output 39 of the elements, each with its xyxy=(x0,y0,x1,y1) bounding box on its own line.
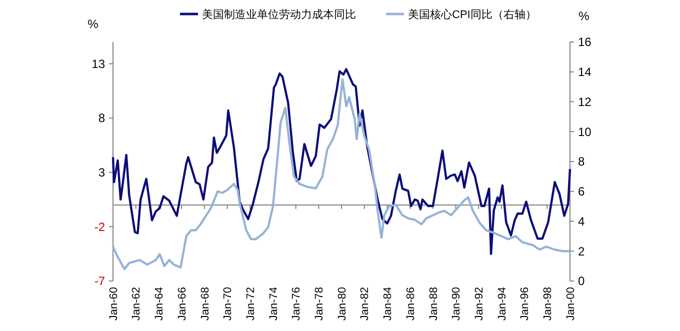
x-tick-label: Jan-60 xyxy=(108,287,120,321)
y2-tick-label: 4 xyxy=(578,214,585,228)
x-tick-label: Jan-66 xyxy=(176,287,188,321)
x-tick-label: Jan-92 xyxy=(473,287,486,321)
x-tick-label: Jan-96 xyxy=(519,287,532,321)
y2-tick-label: 14 xyxy=(578,65,592,80)
x-tick-label: Jan-76 xyxy=(290,287,303,321)
x-tick-label: Jan-74 xyxy=(268,287,280,321)
y2-tick-label: 8 xyxy=(578,154,585,169)
y-tick-label: 3 xyxy=(98,166,106,180)
y-tick-label: -2 xyxy=(94,220,106,234)
y2-tick-label: 6 xyxy=(578,184,585,199)
y2-axis-title: % xyxy=(578,9,590,23)
y-tick-label: -7 xyxy=(94,274,106,288)
x-tick-label: Jan-78 xyxy=(314,287,326,321)
x-tick-label: Jan-62 xyxy=(130,287,143,321)
y-tick-label: 13 xyxy=(92,56,106,71)
x-tick-label: Jan-00 xyxy=(564,287,577,321)
y-tick-label: 8 xyxy=(98,111,106,126)
x-tick-label: Jan-98 xyxy=(542,287,554,321)
x-tick-label: Jan-68 xyxy=(199,287,212,321)
y-axis-title: % xyxy=(88,17,99,31)
x-tick-label: Jan-70 xyxy=(222,287,234,321)
x-tick-label: Jan-72 xyxy=(244,287,257,321)
x-tick-label: Jan-82 xyxy=(359,287,372,321)
legend-label: 美国制造业单位劳动力成本同比 xyxy=(202,8,356,21)
x-tick-label: Jan-84 xyxy=(382,287,394,321)
y2-tick-label: 10 xyxy=(578,124,592,139)
x-tick-label: Jan-90 xyxy=(450,287,463,321)
y2-tick-label: 12 xyxy=(578,94,592,109)
x-tick-label: Jan-80 xyxy=(336,287,348,321)
x-tick-label: Jan-86 xyxy=(404,287,417,321)
x-tick-label: Jan-88 xyxy=(428,287,440,321)
legend-label: 美国核心CPI同比（右轴） xyxy=(408,8,536,21)
y2-tick-label: 16 xyxy=(578,35,592,50)
x-tick-label: Jan-94 xyxy=(496,287,508,321)
x-tick-label: Jan-64 xyxy=(154,287,166,321)
y2-tick-label: 2 xyxy=(578,244,585,258)
y2-tick-label: 0 xyxy=(578,274,585,288)
